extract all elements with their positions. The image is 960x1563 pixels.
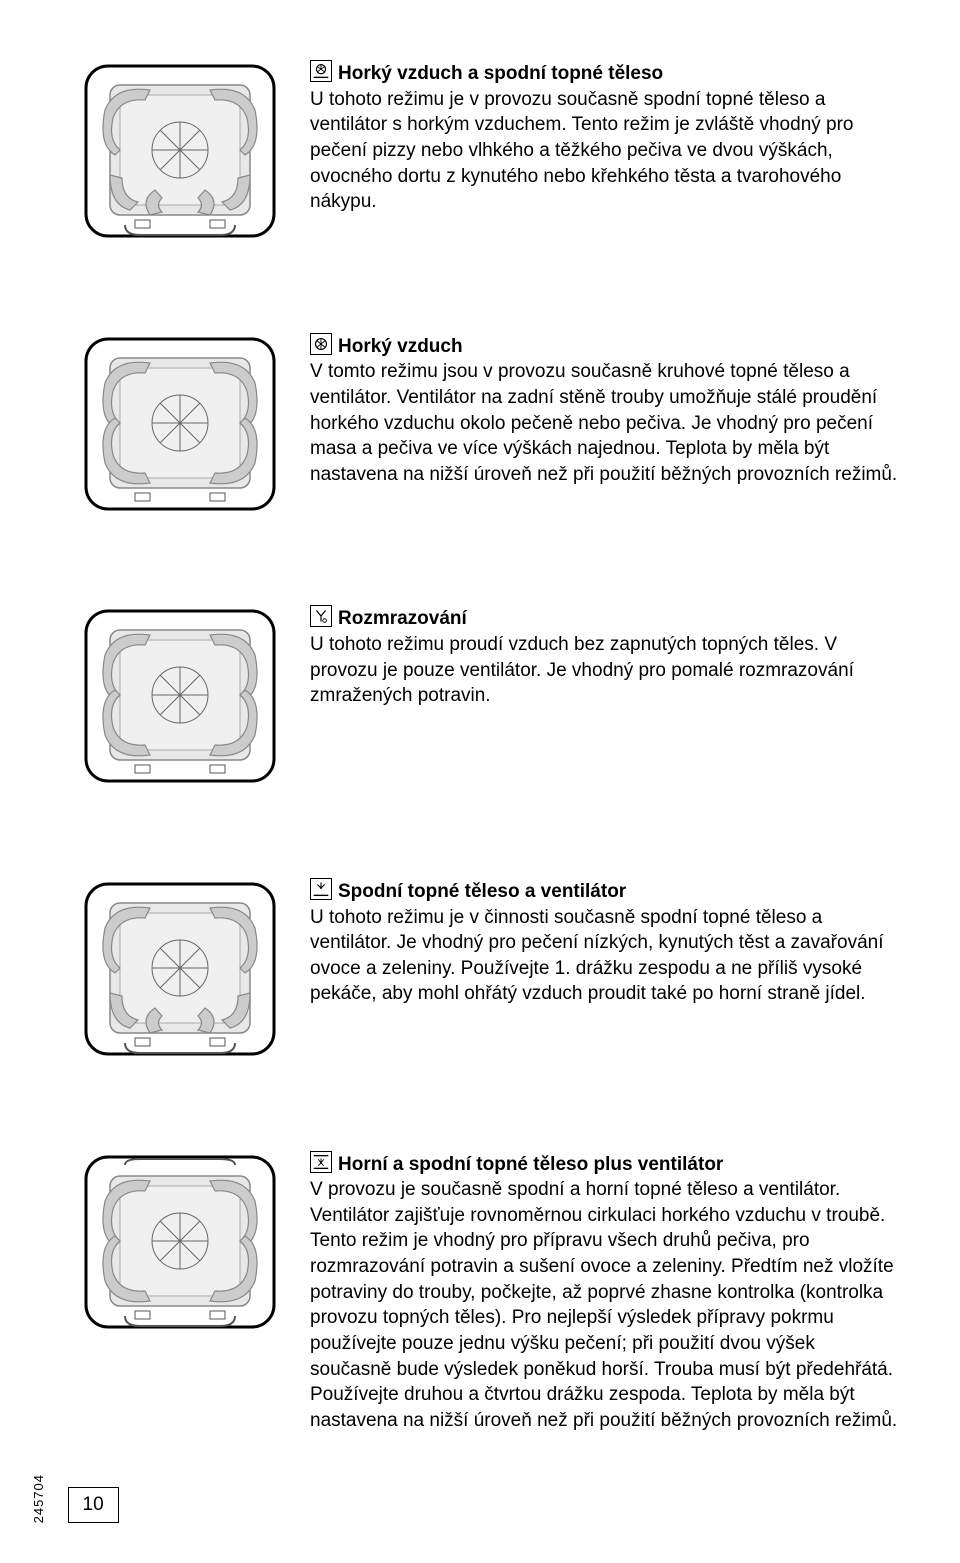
mode-icon — [310, 333, 332, 355]
section-row: Horní a spodní topné těleso plus ventilá… — [80, 1151, 900, 1434]
section-body: V tomto režimu jsou v provozu současně k… — [310, 359, 900, 487]
section-text: Rozmrazování U tohoto režimu proudí vzdu… — [310, 605, 900, 709]
section-row: Horký vzduch V tomto režimu jsou v provo… — [80, 333, 900, 531]
section-text: Horní a spodní topné těleso plus ventilá… — [310, 1151, 900, 1434]
oven-diagram — [80, 60, 280, 258]
section-title: Horní a spodní topné těleso plus ventilá… — [338, 1154, 723, 1175]
oven-diagram — [80, 605, 280, 803]
mode-icon — [310, 60, 332, 82]
mode-icon — [310, 878, 332, 900]
oven-diagram — [80, 1151, 280, 1349]
section-body: U tohoto režimu proudí vzduch bez zapnut… — [310, 632, 900, 709]
section-body: V provozu je současně spodní a horní top… — [310, 1177, 900, 1433]
mode-icon — [310, 1151, 332, 1173]
section-row: Spodní topné těleso a ventilátor U tohot… — [80, 878, 900, 1076]
section-row: Horký vzduch a spodní topné těleso U toh… — [80, 60, 900, 258]
oven-diagram — [80, 333, 280, 531]
section-body: U tohoto režimu je v provozu současně sp… — [310, 87, 900, 215]
section-title: Rozmrazování — [338, 608, 467, 629]
section-row: Rozmrazování U tohoto režimu proudí vzdu… — [80, 605, 900, 803]
section-title: Horký vzduch a spodní topné těleso — [338, 63, 663, 84]
page-number: 10 — [68, 1487, 119, 1523]
section-text: Horký vzduch V tomto režimu jsou v provo… — [310, 333, 900, 488]
mode-icon — [310, 605, 332, 627]
oven-diagram — [80, 878, 280, 1076]
section-title: Horký vzduch — [338, 336, 463, 357]
section-text: Spodní topné těleso a ventilátor U tohot… — [310, 878, 900, 1007]
section-body: U tohoto režimu je v činnosti současně s… — [310, 905, 900, 1008]
page-footer: 245704 10 — [80, 1474, 900, 1523]
section-text: Horký vzduch a spodní topné těleso U toh… — [310, 60, 900, 215]
document-number: 245704 — [30, 1474, 48, 1523]
section-title: Spodní topné těleso a ventilátor — [338, 881, 626, 902]
